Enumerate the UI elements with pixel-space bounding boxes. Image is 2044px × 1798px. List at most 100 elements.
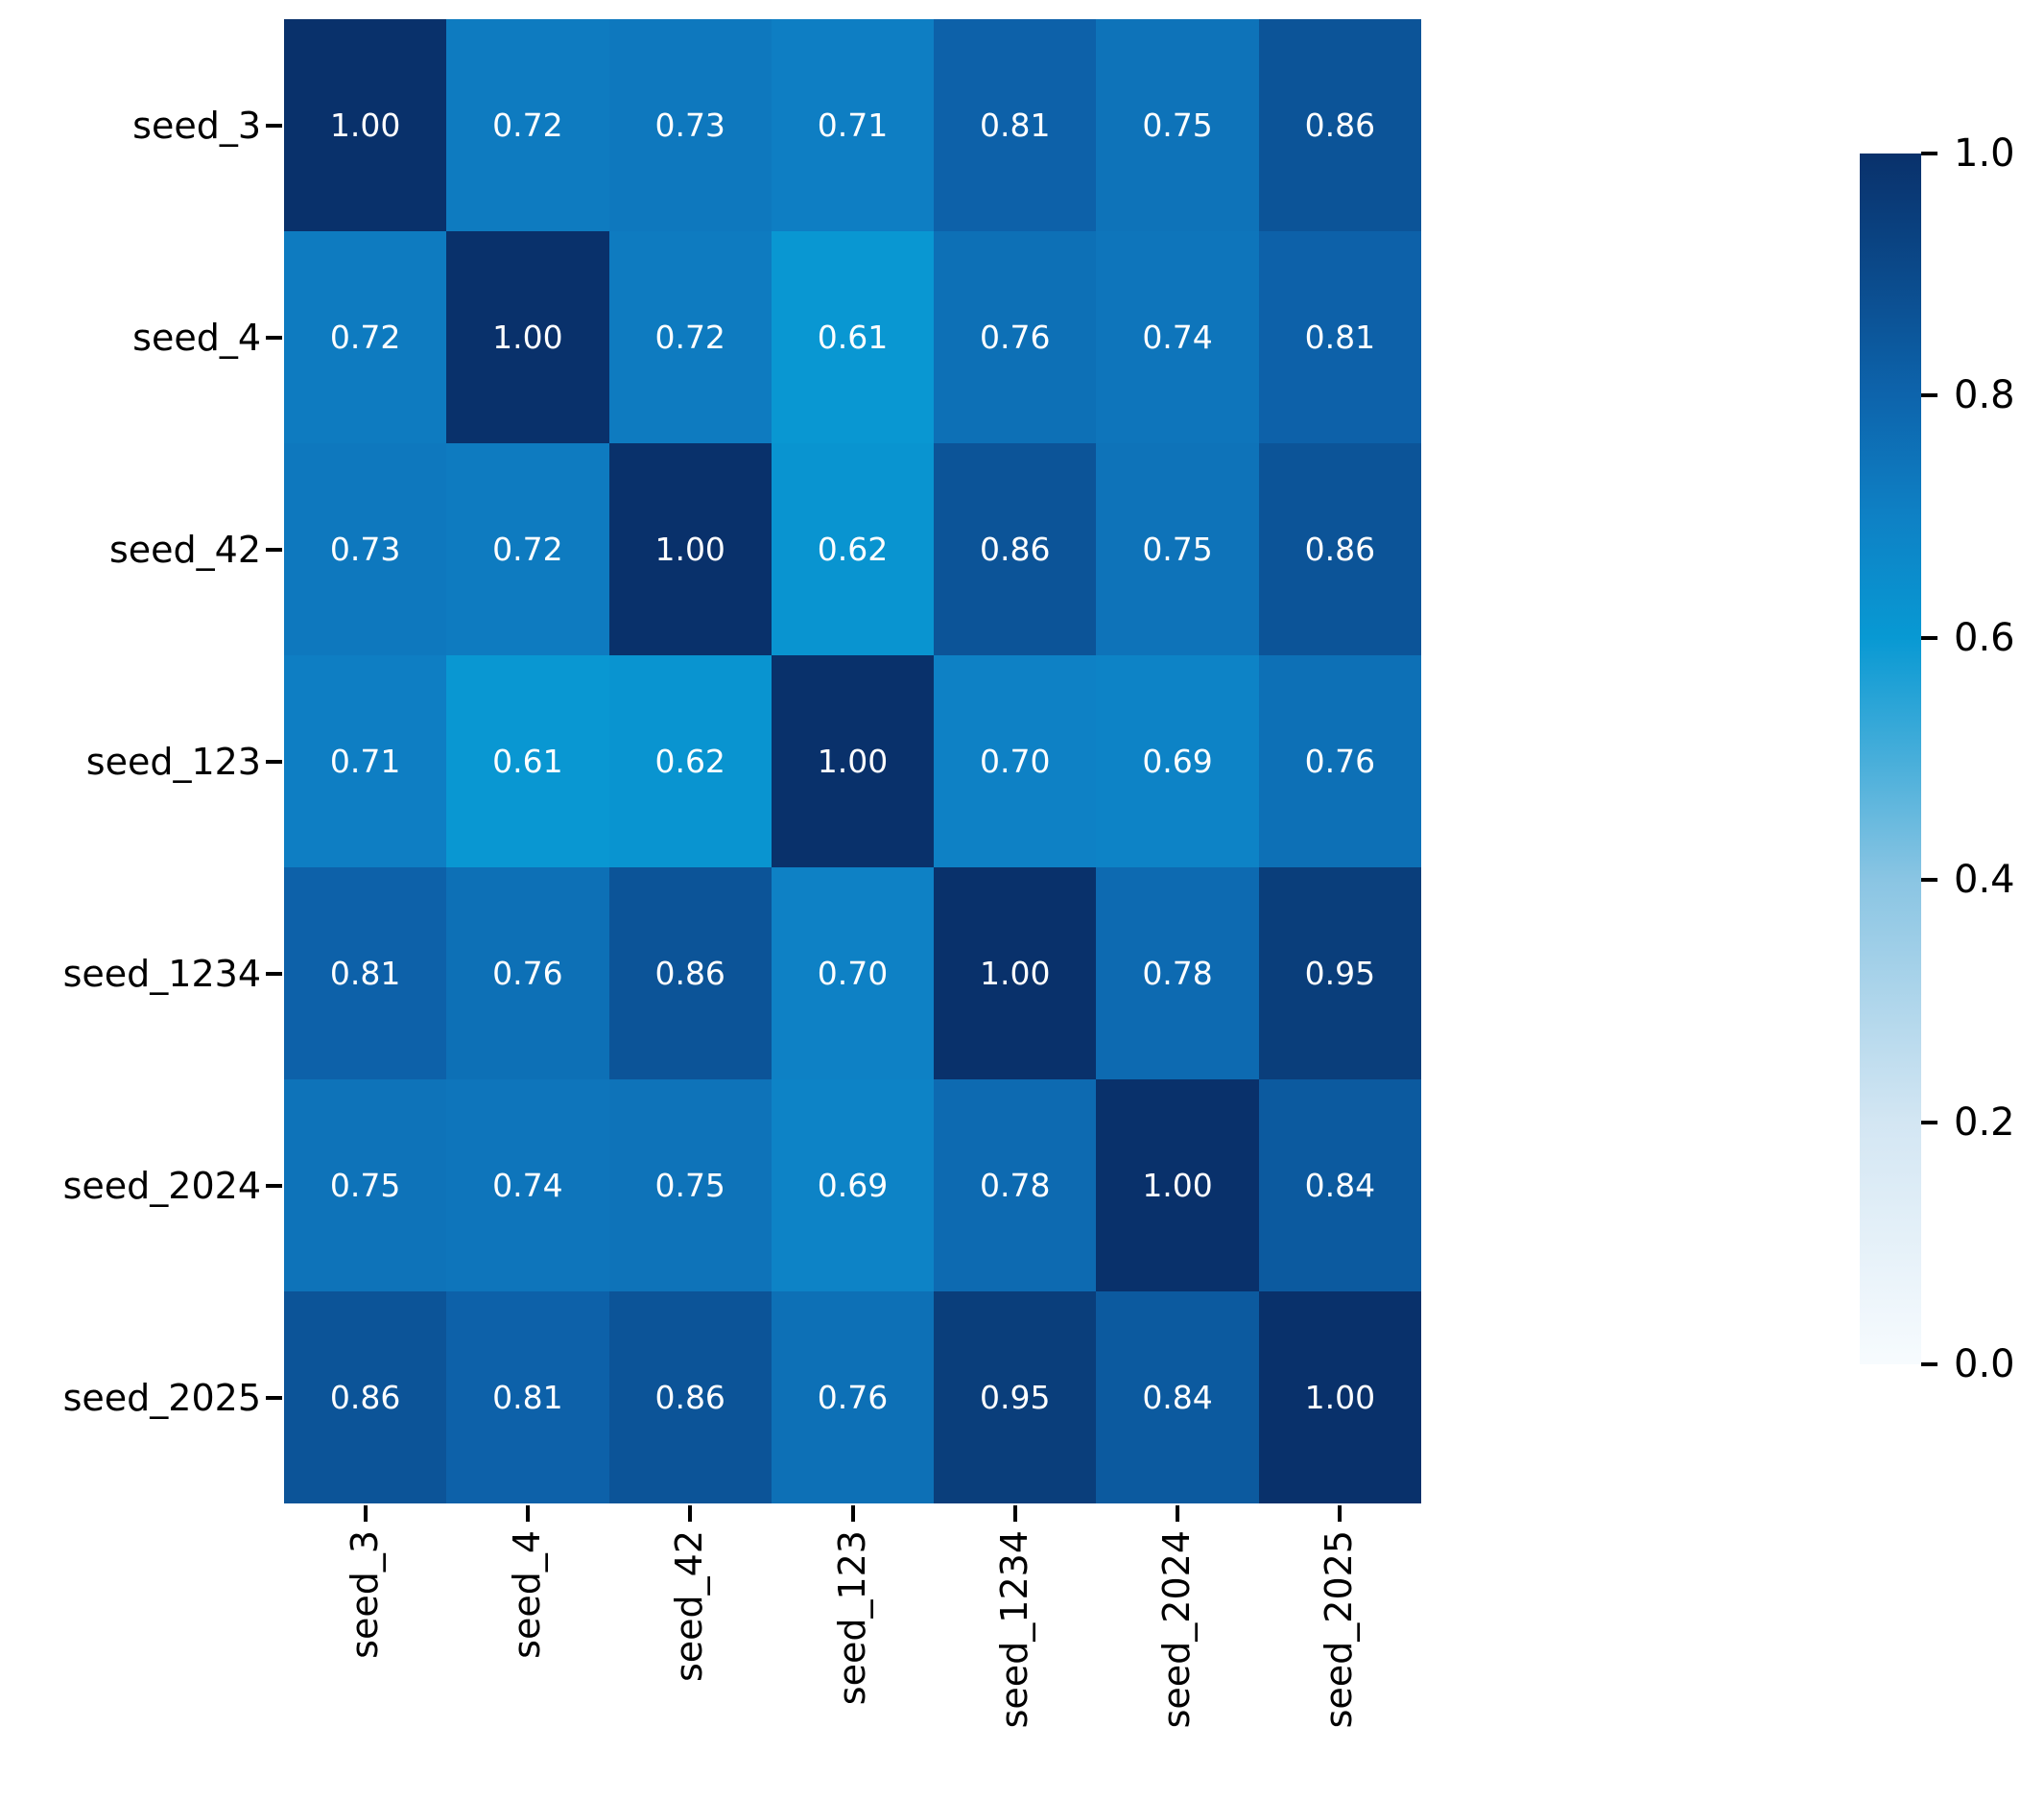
y-axis-label: seed_4 [132,316,261,359]
heatmap-cell-value: 0.86 [654,1379,725,1416]
y-tick-mark [266,1395,282,1400]
heatmap-cell: 0.78 [934,1079,1097,1291]
heatmap-cell: 1.00 [934,867,1097,1079]
heatmap-cell-value: 0.74 [492,1167,563,1204]
heatmap-cell-value: 0.75 [329,1167,401,1204]
x-tick-mark [850,1505,855,1522]
colorbar [1860,154,1921,1364]
heatmap-cell-value: 0.71 [329,743,401,780]
heatmap-cell: 0.78 [1096,867,1259,1079]
heatmap-cell-value: 0.74 [1142,319,1213,356]
heatmap-cell-value: 0.72 [492,106,563,144]
heatmap-cell: 1.00 [771,655,935,867]
heatmap-cell-value: 0.81 [980,106,1051,144]
x-axis-label: seed_2025 [1318,1530,1361,1729]
x-tick-mark [363,1505,368,1522]
heatmap-cell: 0.72 [446,19,609,231]
heatmap-cell: 0.81 [934,19,1097,231]
heatmap-cell-value: 0.73 [654,106,725,144]
heatmap-cell-value: 0.81 [492,1379,563,1416]
heatmap-cell-value: 1.00 [492,319,563,356]
heatmap-cell: 0.86 [1258,443,1421,655]
colorbar-tick-label: 0.6 [1954,615,2015,660]
heatmap-cell-value: 0.70 [817,955,889,992]
x-tick-mark [1176,1505,1180,1522]
x-axis-label: seed_42 [668,1530,711,1683]
heatmap-cell: 0.76 [771,1291,935,1503]
heatmap-cell-value: 0.86 [654,955,725,992]
heatmap-cell: 0.71 [771,19,935,231]
heatmap-cell-value: 0.61 [817,319,889,356]
heatmap-cell: 0.86 [284,1291,447,1503]
heatmap-cell: 0.95 [1258,867,1421,1079]
heatmap-cell-value: 0.70 [980,743,1051,780]
heatmap-cell: 1.00 [608,443,772,655]
heatmap-cell: 0.70 [771,867,935,1079]
heatmap-cell-value: 0.62 [817,531,889,568]
heatmap-cell: 0.69 [1096,655,1259,867]
heatmap-cell-value: 0.81 [1304,319,1376,356]
heatmap-cell: 0.74 [446,1079,609,1291]
x-tick-mark [1012,1505,1017,1522]
heatmap-cell: 0.62 [771,443,935,655]
heatmap-cell-value: 0.81 [329,955,401,992]
heatmap-cell: 0.81 [284,867,447,1079]
heatmap-cell-value: 0.75 [654,1167,725,1204]
heatmap-cell-value: 0.62 [654,743,725,780]
y-axis-label: seed_123 [85,740,261,783]
heatmap-cell-value: 0.84 [1304,1167,1376,1204]
heatmap-cell: 1.00 [1258,1291,1421,1503]
y-axis-label: seed_2025 [62,1376,261,1419]
heatmap-cell-value: 0.76 [980,319,1051,356]
heatmap-cell-value: 0.69 [817,1167,889,1204]
heatmap-cell: 0.84 [1096,1291,1259,1503]
heatmap-cell-value: 0.76 [1304,743,1376,780]
heatmap-cell-value: 1.00 [1142,1167,1213,1204]
x-tick-mark [525,1505,530,1522]
heatmap-cell: 0.76 [934,231,1097,443]
x-axis-label: seed_2024 [1155,1530,1199,1729]
y-tick-mark [266,547,282,552]
y-tick-mark [266,971,282,976]
x-tick-mark [1338,1505,1343,1522]
heatmap-cell-value: 1.00 [329,106,401,144]
heatmap-cell: 0.74 [1096,231,1259,443]
heatmap-cell: 0.73 [284,443,447,655]
heatmap-cell: 1.00 [284,19,447,231]
y-tick-mark [266,335,282,340]
heatmap-cell: 0.76 [1258,655,1421,867]
heatmap-cell: 0.86 [608,1291,772,1503]
colorbar-tick-label: 0.8 [1954,373,2015,418]
x-axis-label: seed_1234 [992,1530,1035,1729]
heatmap-cell: 0.76 [446,867,609,1079]
y-axis-label: seed_2024 [62,1164,261,1207]
heatmap-cell-value: 0.72 [329,319,401,356]
x-axis-label: seed_123 [830,1530,873,1706]
colorbar-tick-label: 0.0 [1954,1342,2015,1386]
heatmap-cell: 0.61 [446,655,609,867]
heatmap-cell: 0.81 [446,1291,609,1503]
heatmap-cell: 0.61 [771,231,935,443]
heatmap-cell-value: 0.86 [329,1379,401,1416]
heatmap-cell-value: 0.69 [1142,743,1213,780]
heatmap-cell-value: 0.86 [1304,106,1376,144]
heatmap-cell: 0.75 [1096,443,1259,655]
heatmap-cell-value: 0.86 [1304,531,1376,568]
heatmap-cell-value: 0.78 [1142,955,1213,992]
x-axis-label: seed_3 [343,1530,386,1659]
heatmap-cell: 0.75 [1096,19,1259,231]
heatmap-cell-value: 0.61 [492,743,563,780]
heatmap-cell-value: 0.75 [1142,106,1213,144]
heatmap-cell: 0.95 [934,1291,1097,1503]
heatmap-cell-value: 0.72 [492,531,563,568]
heatmap-cell: 0.84 [1258,1079,1421,1291]
heatmap-cell-value: 0.84 [1142,1379,1213,1416]
heatmap-cell: 0.81 [1258,231,1421,443]
heatmap-cell: 0.71 [284,655,447,867]
y-tick-mark [266,123,282,128]
colorbar-tick-label: 0.4 [1954,858,2015,903]
colorbar-tick-mark [1921,878,1937,883]
heatmap-cell: 1.00 [446,231,609,443]
colorbar-tick-label: 0.2 [1954,1100,2015,1145]
